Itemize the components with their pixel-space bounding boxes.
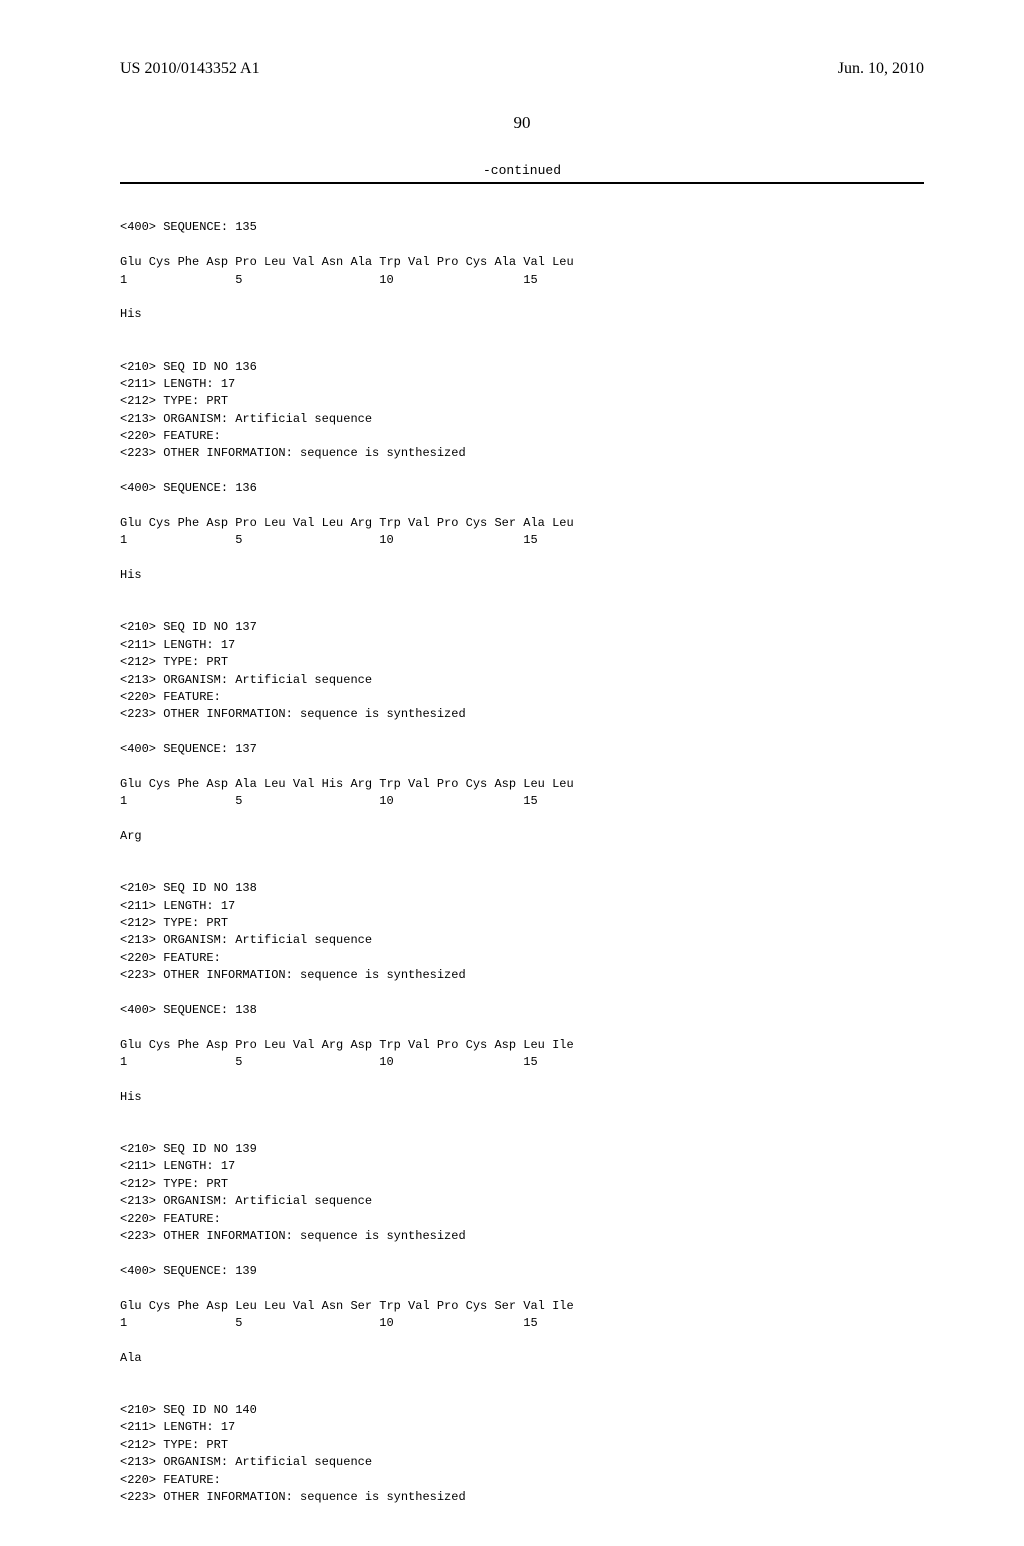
seq-header-line: <212> TYPE: PRT (120, 916, 228, 930)
seq-header-line: <213> ORGANISM: Artificial sequence (120, 933, 372, 947)
page-number: 90 (120, 113, 924, 133)
seq-residues: Glu Cys Phe Asp Leu Leu Val Asn Ser Trp … (120, 1299, 574, 1313)
seq-header-line: <211> LENGTH: 17 (120, 1420, 235, 1434)
seq-400-label: <400> SEQUENCE: 138 (120, 1003, 257, 1017)
seq-terminal: His (120, 1090, 142, 1104)
seq-400-label: <400> SEQUENCE: 137 (120, 742, 257, 756)
seq-header-line: <213> ORGANISM: Artificial sequence (120, 1194, 372, 1208)
seq-header-line: <211> LENGTH: 17 (120, 1159, 235, 1173)
horizontal-rule (120, 182, 924, 184)
seq-header-line: <220> FEATURE: (120, 1212, 221, 1226)
seq-positions: 1 5 10 15 (120, 794, 538, 808)
seq-header-line: <210> SEQ ID NO 138 (120, 881, 257, 895)
seq-400-label: <400> SEQUENCE: 135 (120, 220, 257, 234)
seq-header-line: <210> SEQ ID NO 140 (120, 1403, 257, 1417)
seq-header-line: <212> TYPE: PRT (120, 394, 228, 408)
seq-header-line: <213> ORGANISM: Artificial sequence (120, 673, 372, 687)
publication-number: US 2010/0143352 A1 (120, 60, 260, 78)
seq-header-line: <223> OTHER INFORMATION: sequence is syn… (120, 1490, 466, 1504)
seq-positions: 1 5 10 15 (120, 1316, 538, 1330)
seq-header-line: <213> ORGANISM: Artificial sequence (120, 1455, 372, 1469)
seq-terminal: Arg (120, 829, 142, 843)
page-header: US 2010/0143352 A1 Jun. 10, 2010 (120, 60, 924, 78)
seq-terminal: His (120, 568, 142, 582)
sequence-listing: <400> SEQUENCE: 135 Glu Cys Phe Asp Pro … (120, 202, 924, 1506)
seq-residues: Glu Cys Phe Asp Pro Leu Val Asn Ala Trp … (120, 255, 574, 269)
seq-header-line: <220> FEATURE: (120, 1473, 221, 1487)
seq-header-line: <220> FEATURE: (120, 429, 221, 443)
seq-header-line: <223> OTHER INFORMATION: sequence is syn… (120, 968, 466, 982)
patent-page: US 2010/0143352 A1 Jun. 10, 2010 90 -con… (0, 0, 1024, 1546)
seq-header-line: <211> LENGTH: 17 (120, 638, 235, 652)
seq-header-line: <223> OTHER INFORMATION: sequence is syn… (120, 1229, 466, 1243)
seq-residues: Glu Cys Phe Asp Pro Leu Val Arg Asp Trp … (120, 1038, 574, 1052)
seq-residues: Glu Cys Phe Asp Ala Leu Val His Arg Trp … (120, 777, 574, 791)
seq-header-line: <211> LENGTH: 17 (120, 377, 235, 391)
seq-400-label: <400> SEQUENCE: 136 (120, 481, 257, 495)
seq-header-line: <223> OTHER INFORMATION: sequence is syn… (120, 707, 466, 721)
seq-header-line: <210> SEQ ID NO 139 (120, 1142, 257, 1156)
seq-residues: Glu Cys Phe Asp Pro Leu Val Leu Arg Trp … (120, 516, 574, 530)
seq-header-line: <213> ORGANISM: Artificial sequence (120, 412, 372, 426)
seq-header-line: <212> TYPE: PRT (120, 1177, 228, 1191)
seq-terminal: His (120, 307, 142, 321)
seq-header-line: <212> TYPE: PRT (120, 1438, 228, 1452)
seq-header-line: <211> LENGTH: 17 (120, 899, 235, 913)
seq-positions: 1 5 10 15 (120, 273, 538, 287)
seq-header-line: <220> FEATURE: (120, 951, 221, 965)
seq-header-line: <210> SEQ ID NO 137 (120, 620, 257, 634)
publication-date: Jun. 10, 2010 (838, 60, 924, 78)
seq-header-line: <210> SEQ ID NO 136 (120, 360, 257, 374)
seq-header-line: <223> OTHER INFORMATION: sequence is syn… (120, 446, 466, 460)
seq-header-line: <220> FEATURE: (120, 690, 221, 704)
seq-400-label: <400> SEQUENCE: 139 (120, 1264, 257, 1278)
seq-positions: 1 5 10 15 (120, 1055, 538, 1069)
seq-terminal: Ala (120, 1351, 142, 1365)
continued-label: -continued (120, 163, 924, 178)
seq-positions: 1 5 10 15 (120, 533, 538, 547)
seq-header-line: <212> TYPE: PRT (120, 655, 228, 669)
